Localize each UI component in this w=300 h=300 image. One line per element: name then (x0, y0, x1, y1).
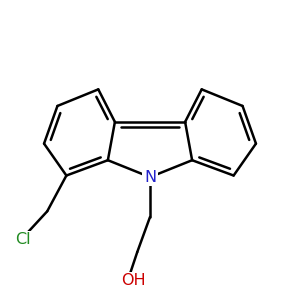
Text: OH: OH (121, 273, 145, 288)
Text: N: N (144, 169, 156, 184)
Text: Cl: Cl (15, 232, 31, 247)
